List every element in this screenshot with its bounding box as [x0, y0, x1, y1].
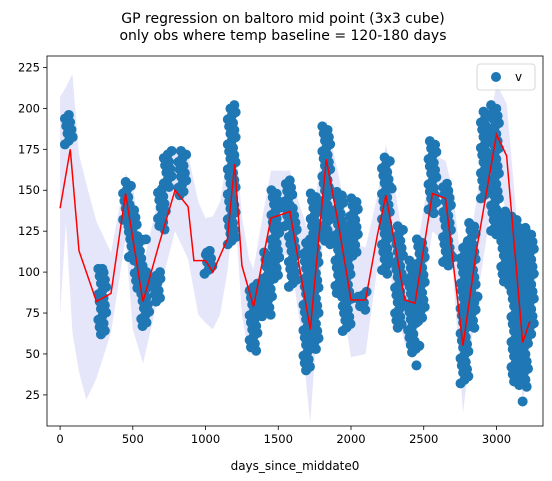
data-point — [517, 396, 528, 407]
data-point — [317, 121, 328, 132]
y-tick-label: 200 — [18, 101, 40, 115]
data-point — [521, 226, 532, 237]
data-point — [97, 263, 108, 274]
plot-frame — [46, 55, 544, 427]
y-tick-label: 50 — [25, 347, 40, 361]
data-point — [123, 201, 134, 212]
data-point — [498, 213, 509, 224]
data-point — [442, 178, 452, 189]
data-point — [424, 136, 435, 147]
x-axis-label: days_since_middate0 — [231, 459, 360, 473]
data-point — [166, 145, 177, 156]
legend-label-v: v — [515, 70, 522, 84]
data-point — [264, 255, 275, 266]
data-point — [411, 360, 422, 371]
y-axis-ticks: 25 50 75 100 125 150 175 200 225 — [18, 60, 47, 402]
data-point — [266, 185, 277, 196]
data-point — [120, 177, 131, 188]
data-point — [63, 109, 74, 120]
chart-title-line-2: only obs where temp baseline = 120-180 d… — [119, 28, 446, 44]
data-point — [229, 100, 240, 111]
x-tick-label: 2000 — [336, 432, 365, 446]
data-point — [464, 217, 475, 228]
y-tick-label: 150 — [18, 183, 40, 197]
data-point — [414, 340, 425, 351]
legend-frame — [476, 63, 536, 91]
data-point — [346, 193, 357, 204]
data-point — [517, 365, 528, 376]
data-point — [155, 273, 166, 284]
data-point — [202, 247, 212, 258]
data-point — [379, 152, 390, 163]
y-tick-label: 100 — [18, 265, 40, 279]
x-tick-label: 1000 — [191, 432, 220, 446]
data-point — [175, 145, 186, 156]
data-point — [411, 234, 422, 245]
data-point — [488, 108, 499, 119]
y-tick-label: 225 — [18, 60, 40, 74]
prediction-line — [59, 132, 531, 346]
data-point — [487, 163, 498, 174]
x-tick-label: 1500 — [264, 432, 293, 446]
y-tick-label: 175 — [18, 142, 40, 156]
prediction-line-layer — [59, 132, 531, 346]
data-point — [331, 186, 342, 197]
data-point — [284, 175, 295, 186]
data-point — [353, 291, 364, 302]
x-tick-label: 3000 — [482, 432, 511, 446]
data-point — [404, 255, 415, 266]
data-point — [486, 100, 497, 111]
y-tick-label: 125 — [18, 224, 40, 238]
data-point — [472, 291, 483, 302]
data-point — [478, 106, 489, 117]
legend: v — [476, 63, 536, 91]
data-point — [132, 231, 143, 242]
x-axis-ticks: 0 500 1000 1500 2000 2500 3000 — [56, 426, 511, 446]
data-point — [305, 188, 316, 199]
legend-marker-v — [491, 72, 501, 82]
x-tick-label: 2500 — [409, 432, 438, 446]
data-point — [229, 155, 240, 166]
chart-title-line-1: GP regression on baltoro mid point (3x3 … — [121, 11, 444, 27]
data-point — [141, 267, 152, 278]
x-tick-label: 500 — [122, 432, 144, 446]
y-tick-label: 75 — [25, 306, 40, 320]
data-point — [386, 183, 397, 194]
y-tick-label: 25 — [25, 388, 40, 402]
data-point — [140, 234, 151, 245]
data-point — [226, 141, 237, 152]
data-point — [392, 221, 403, 232]
x-tick-label: 0 — [56, 432, 63, 446]
